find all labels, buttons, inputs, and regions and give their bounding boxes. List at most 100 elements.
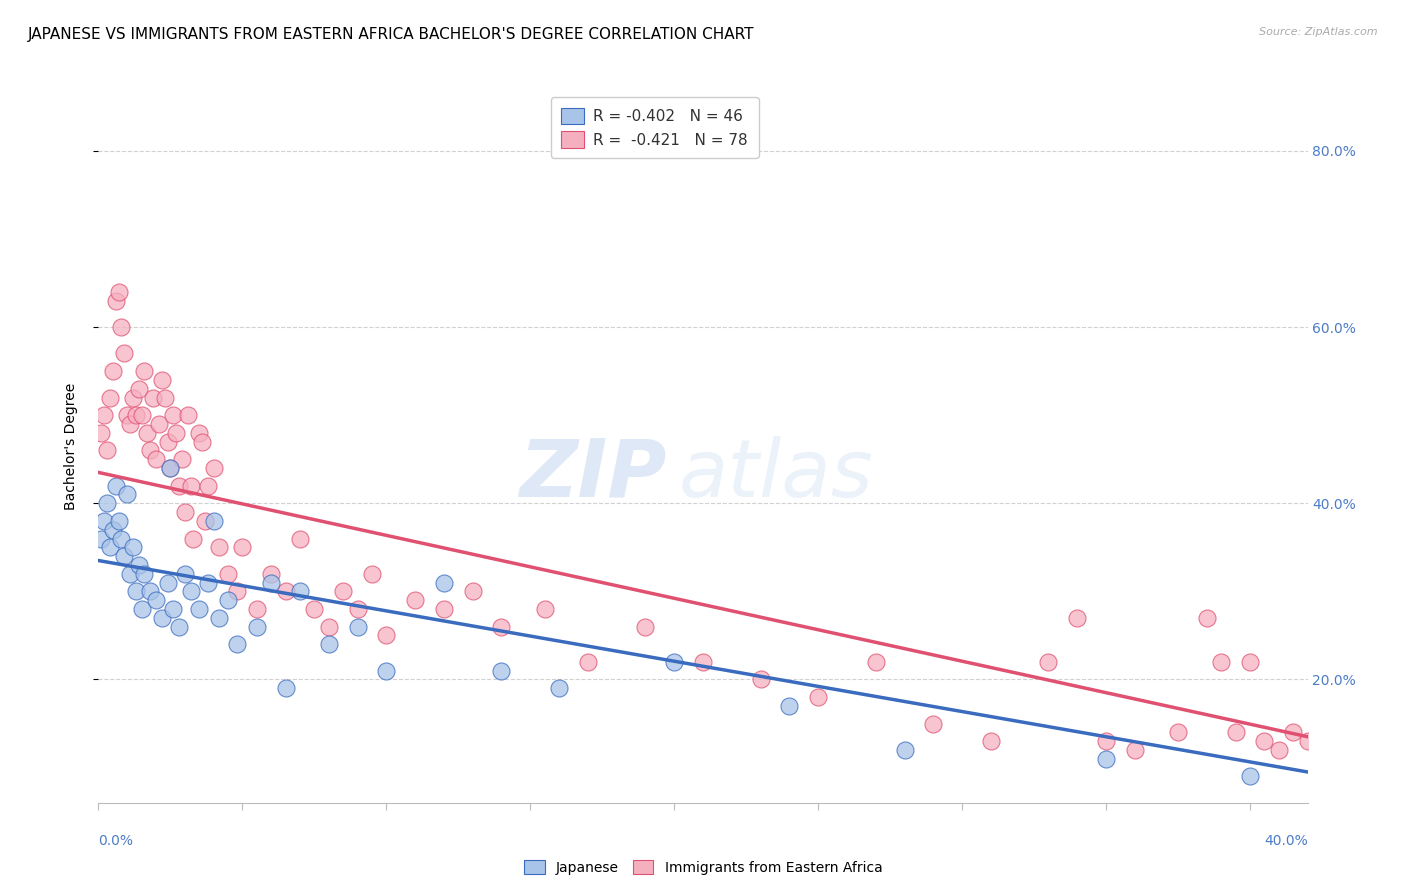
Text: 40.0%: 40.0% xyxy=(1264,834,1308,848)
Point xyxy=(93,514,115,528)
Point xyxy=(980,734,1002,748)
Point xyxy=(167,619,190,633)
Point xyxy=(246,619,269,633)
Point xyxy=(101,523,124,537)
Point xyxy=(1038,655,1060,669)
Point xyxy=(101,364,124,378)
Point xyxy=(692,655,714,669)
Point xyxy=(1211,655,1233,669)
Point xyxy=(217,593,239,607)
Point xyxy=(96,443,118,458)
Point xyxy=(180,584,202,599)
Point xyxy=(1095,752,1118,766)
Point xyxy=(153,391,176,405)
Point xyxy=(142,391,165,405)
Point xyxy=(122,541,145,555)
Point xyxy=(145,593,167,607)
Point xyxy=(131,408,153,422)
Point xyxy=(375,664,398,678)
Point xyxy=(491,619,513,633)
Point xyxy=(90,532,112,546)
Point xyxy=(125,584,148,599)
Point xyxy=(1296,734,1319,748)
Legend: Japanese, Immigrants from Eastern Africa: Japanese, Immigrants from Eastern Africa xyxy=(519,855,887,880)
Point xyxy=(145,452,167,467)
Point xyxy=(112,549,135,563)
Point xyxy=(96,496,118,510)
Point xyxy=(98,541,121,555)
Point xyxy=(197,478,219,492)
Point xyxy=(136,425,159,440)
Point xyxy=(664,655,686,669)
Point xyxy=(231,541,253,555)
Point xyxy=(112,346,135,360)
Point xyxy=(165,425,187,440)
Text: atlas: atlas xyxy=(679,435,873,514)
Point xyxy=(197,575,219,590)
Point xyxy=(1225,725,1247,739)
Point xyxy=(375,628,398,642)
Text: ZIP: ZIP xyxy=(519,435,666,514)
Text: JAPANESE VS IMMIGRANTS FROM EASTERN AFRICA BACHELOR'S DEGREE CORRELATION CHART: JAPANESE VS IMMIGRANTS FROM EASTERN AFRI… xyxy=(28,27,755,42)
Point xyxy=(260,566,283,581)
Point xyxy=(246,602,269,616)
Point xyxy=(332,584,354,599)
Point xyxy=(162,602,184,616)
Point xyxy=(173,505,195,519)
Point xyxy=(548,681,571,696)
Point xyxy=(115,487,138,501)
Point xyxy=(1268,743,1291,757)
Point xyxy=(225,637,247,651)
Point xyxy=(148,417,170,431)
Point xyxy=(134,566,156,581)
Point xyxy=(778,698,800,713)
Point xyxy=(461,584,484,599)
Point xyxy=(225,584,247,599)
Point xyxy=(159,461,181,475)
Point xyxy=(274,584,297,599)
Point xyxy=(128,558,150,572)
Point xyxy=(131,602,153,616)
Point xyxy=(1195,611,1218,625)
Point xyxy=(107,285,129,299)
Point xyxy=(150,373,173,387)
Point xyxy=(491,664,513,678)
Point xyxy=(865,655,887,669)
Point xyxy=(807,690,830,704)
Point xyxy=(98,391,121,405)
Point xyxy=(361,566,384,581)
Point xyxy=(1253,734,1275,748)
Point xyxy=(167,478,190,492)
Point xyxy=(134,364,156,378)
Point xyxy=(346,602,368,616)
Point xyxy=(180,478,202,492)
Point xyxy=(159,461,181,475)
Point xyxy=(107,514,129,528)
Point xyxy=(162,408,184,422)
Point xyxy=(139,584,162,599)
Point xyxy=(274,681,297,696)
Point xyxy=(304,602,326,616)
Point xyxy=(749,673,772,687)
Point xyxy=(318,637,340,651)
Point xyxy=(404,593,426,607)
Point xyxy=(173,566,195,581)
Point xyxy=(1282,725,1305,739)
Point xyxy=(156,434,179,449)
Point xyxy=(318,619,340,633)
Point xyxy=(93,408,115,422)
Text: Source: ZipAtlas.com: Source: ZipAtlas.com xyxy=(1260,27,1378,37)
Point xyxy=(115,408,138,422)
Point xyxy=(288,584,311,599)
Point xyxy=(191,434,214,449)
Point xyxy=(346,619,368,633)
Point xyxy=(139,443,162,458)
Point xyxy=(1095,734,1118,748)
Point xyxy=(188,425,211,440)
Text: 0.0%: 0.0% xyxy=(98,834,134,848)
Point xyxy=(1167,725,1189,739)
Point xyxy=(634,619,657,633)
Point xyxy=(433,602,456,616)
Point xyxy=(188,602,211,616)
Point xyxy=(104,293,127,308)
